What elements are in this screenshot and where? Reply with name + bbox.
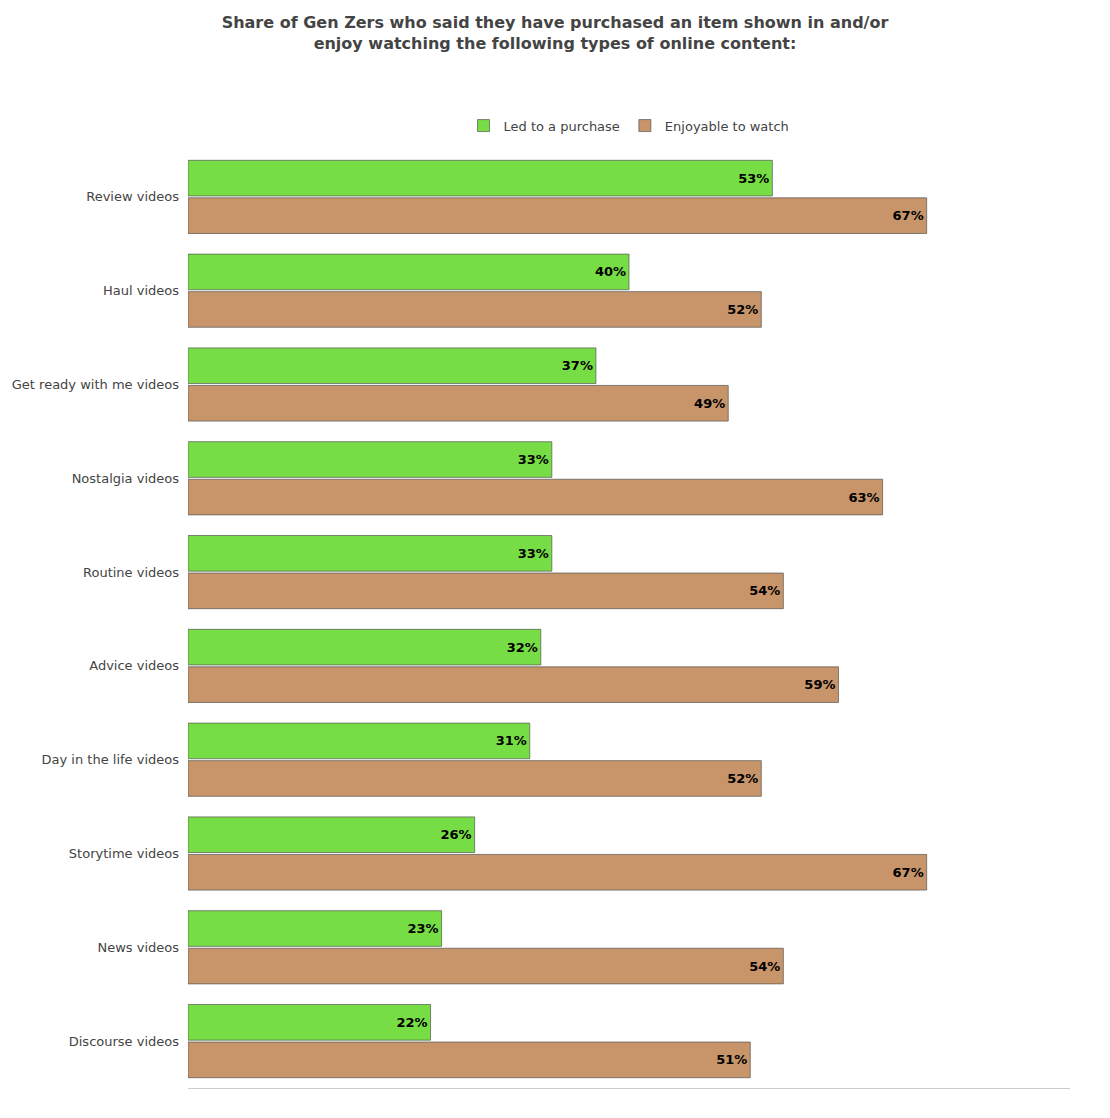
svg-text:52%: 52% bbox=[727, 302, 758, 317]
svg-text:Discourse videos: Discourse videos bbox=[69, 1034, 179, 1049]
svg-text:51%: 51% bbox=[716, 1052, 747, 1067]
svg-text:53%: 53% bbox=[738, 171, 769, 186]
svg-text:Storytime videos: Storytime videos bbox=[69, 846, 179, 861]
svg-text:22%: 22% bbox=[396, 1015, 427, 1030]
svg-text:Review videos: Review videos bbox=[86, 189, 179, 204]
svg-text:40%: 40% bbox=[595, 264, 626, 279]
svg-text:News videos: News videos bbox=[97, 940, 179, 955]
svg-text:23%: 23% bbox=[407, 921, 438, 936]
svg-text:Haul videos: Haul videos bbox=[103, 283, 179, 298]
svg-text:Advice videos: Advice videos bbox=[89, 658, 179, 673]
svg-text:Get ready with me videos: Get ready with me videos bbox=[12, 377, 179, 392]
svg-text:67%: 67% bbox=[893, 865, 924, 880]
svg-text:52%: 52% bbox=[727, 771, 758, 786]
svg-text:31%: 31% bbox=[496, 733, 527, 748]
svg-text:Share of Gen Zers who said the: Share of Gen Zers who said they have pur… bbox=[222, 13, 889, 53]
svg-text:Nostalgia videos: Nostalgia videos bbox=[72, 471, 180, 486]
svg-text:54%: 54% bbox=[749, 959, 780, 974]
svg-text:Routine videos: Routine videos bbox=[83, 565, 179, 580]
svg-text:Led to a purchase: Led to a purchase bbox=[504, 119, 620, 134]
svg-text:33%: 33% bbox=[518, 546, 549, 561]
svg-text:49%: 49% bbox=[694, 396, 725, 411]
svg-text:67%: 67% bbox=[893, 208, 924, 223]
svg-text:59%: 59% bbox=[804, 677, 835, 692]
svg-text:33%: 33% bbox=[518, 452, 549, 467]
svg-text:32%: 32% bbox=[507, 640, 538, 655]
svg-text:26%: 26% bbox=[441, 827, 472, 842]
svg-text:63%: 63% bbox=[848, 490, 879, 505]
svg-text:Day in the life videos: Day in the life videos bbox=[42, 752, 180, 767]
svg-text:Enjoyable to watch: Enjoyable to watch bbox=[665, 119, 789, 134]
svg-text:37%: 37% bbox=[562, 358, 593, 373]
svg-text:54%: 54% bbox=[749, 583, 780, 598]
